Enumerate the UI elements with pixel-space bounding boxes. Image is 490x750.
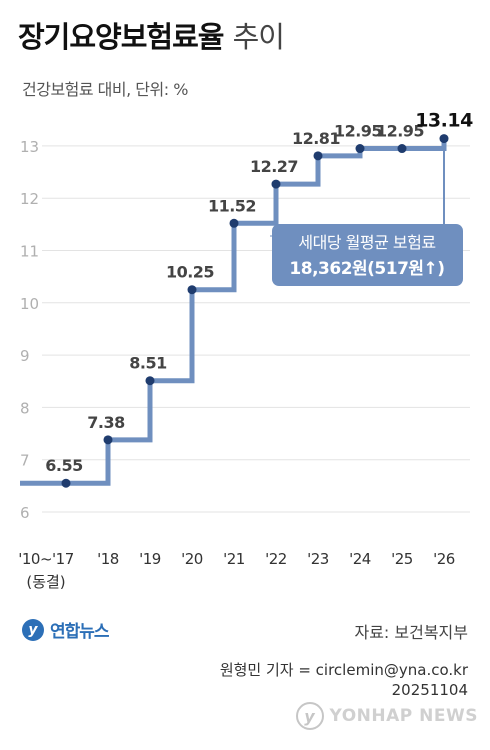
chart-title-main: 장기요양보험료율 (18, 20, 224, 54)
x-tick-label: '23 (307, 550, 329, 568)
y-tick-label: 11 (20, 243, 39, 261)
data-point (229, 218, 239, 228)
data-point (439, 134, 449, 144)
data-label: 12.27 (250, 157, 298, 176)
yonhap-news-watermark: y YONHAP NEWS (295, 702, 478, 730)
data-label: 7.38 (87, 413, 125, 432)
data-point (313, 151, 323, 161)
callout-line1: 세대당 월평균 보험료 (298, 233, 435, 252)
y-tick-label: 12 (20, 190, 39, 208)
yonhap-logo-text: 연합뉴스 (50, 622, 110, 642)
chart-subtitle: 건강보험료 대비, 단위: % (22, 80, 188, 99)
watermark-text: YONHAP NEWS (329, 706, 478, 726)
data-point (61, 478, 71, 488)
data-point (103, 435, 113, 445)
x-tick-label: '21 (223, 550, 245, 568)
chart-title-light: 추이 (232, 20, 285, 54)
credit-date: 20251104 (391, 681, 468, 699)
x-tick-label: '19 (139, 550, 161, 568)
data-label: 13.14 (415, 110, 473, 132)
data-label: 12.81 (292, 129, 340, 148)
chart-title: 장기요양보험료율 추이 (18, 14, 285, 56)
data-point (397, 144, 407, 154)
data-label: 11.52 (208, 196, 256, 215)
data-point (145, 376, 155, 386)
series-line (20, 138, 447, 486)
x-tick-label: '22 (265, 550, 287, 568)
credit-author: 원형민 기자 = circlemin@yna.co.kr (219, 661, 468, 679)
y-tick-label: 7 (20, 452, 30, 470)
data-point (355, 144, 365, 154)
credit-block: 원형민 기자 = circlemin@yna.co.kr 20251104 (220, 660, 468, 700)
x-tick-label: '25 (391, 550, 413, 568)
x-tick-label: '10~'17 (18, 550, 74, 568)
y-tick-label: 13 (20, 138, 39, 156)
callout-box (272, 224, 463, 286)
data-label: 8.51 (129, 354, 167, 373)
yonhap-logo: y 연합뉴스 (22, 617, 110, 642)
callout-line2: 18,362원(517원↑) (289, 259, 444, 279)
data-point (271, 179, 281, 189)
x-tick-label: '26 (433, 550, 455, 568)
source-text: 자료: 보건복지부 (354, 623, 468, 642)
chart-svg: 6 7 8 9 10 11 12 13 6.55 7.38 8.51 10.25 11.52 12.27 1… (18, 110, 473, 591)
y-tick-label: 6 (20, 504, 30, 522)
data-label: 12.95 (376, 122, 424, 141)
y-tick-label: 9 (20, 347, 30, 365)
data-label: 12.95 (334, 122, 382, 141)
x-tick-sublabel: (동결) (26, 573, 65, 591)
yonhap-logo-icon: y (22, 618, 44, 641)
y-tick-label: 10 (20, 295, 39, 313)
x-tick-label: '18 (97, 550, 119, 568)
data-label: 10.25 (166, 263, 214, 282)
y-tick-label: 8 (20, 399, 30, 417)
x-tick-label: '20 (181, 550, 203, 568)
data-label: 6.55 (45, 456, 83, 475)
data-point (187, 285, 197, 295)
watermark-logo-icon: y (295, 702, 324, 730)
x-tick-label: '24 (349, 550, 371, 568)
